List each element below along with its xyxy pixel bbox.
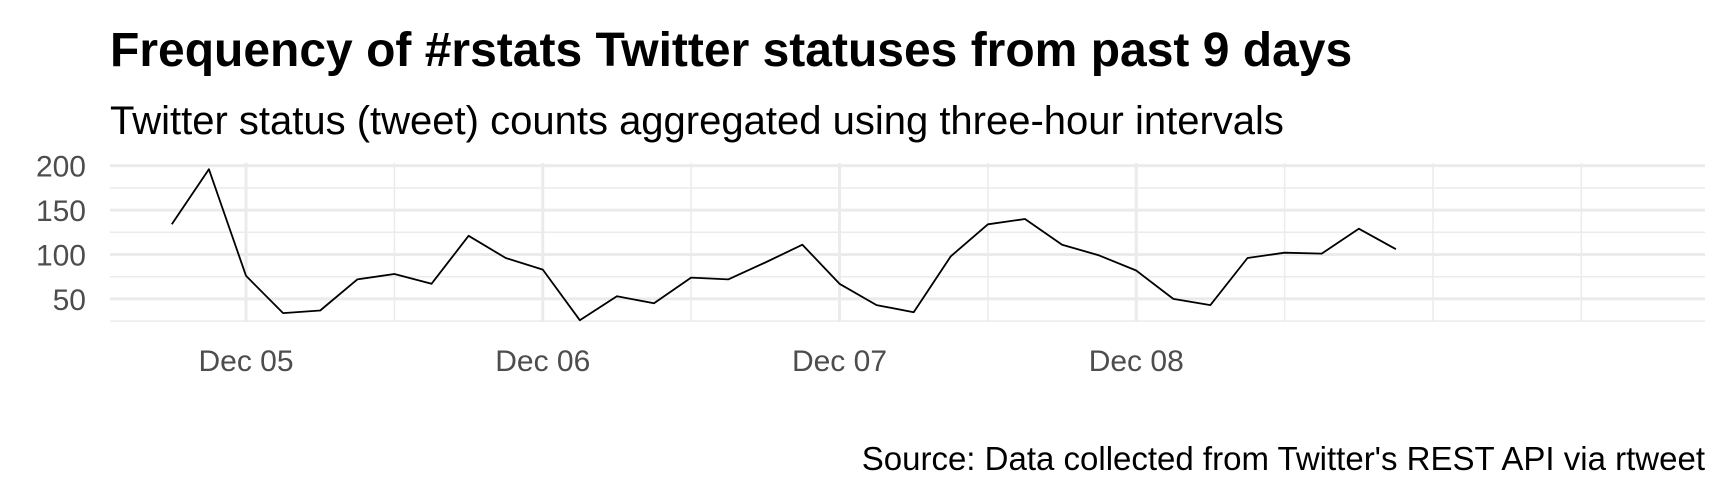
x-tick-label: Dec 07	[792, 345, 887, 378]
x-tick-label: Dec 08	[1089, 345, 1184, 378]
chart-subtitle: Twitter status (tweet) counts aggregated…	[110, 99, 1284, 143]
y-tick-label: 50	[53, 284, 86, 317]
chart-caption: Source: Data collected from Twitter's RE…	[862, 440, 1705, 477]
chart-title: Frequency of #rstats Twitter statuses fr…	[110, 24, 1352, 77]
grid	[110, 163, 1705, 322]
x-axis: Dec 05 Dec 06 Dec 07 Dec 08	[198, 345, 1183, 378]
x-tick-label: Dec 05	[198, 345, 293, 378]
y-tick-label: 200	[36, 151, 86, 184]
series-layer	[171, 168, 1397, 322]
plot-area: 50 100 150 200 Dec 05 Dec 06 Dec 07 Dec 08	[36, 151, 1705, 378]
y-tick-label: 100	[36, 239, 86, 272]
y-axis: 50 100 150 200	[36, 151, 86, 317]
y-tick-label: 150	[36, 195, 86, 228]
series-line	[171, 168, 1397, 322]
x-tick-label: Dec 06	[495, 345, 590, 378]
